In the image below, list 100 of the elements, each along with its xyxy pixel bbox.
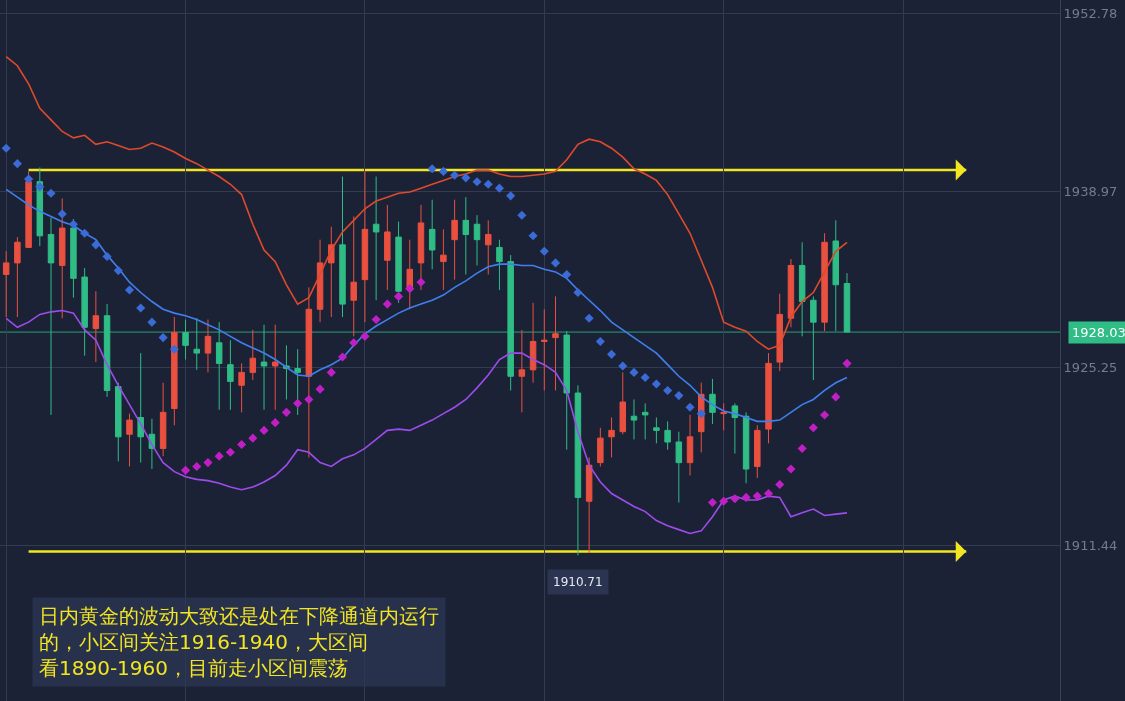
point	[169, 344, 179, 354]
point	[618, 361, 628, 371]
ref-line-label: 1928.03	[1072, 325, 1125, 340]
point	[550, 258, 561, 268]
y-tick-label: 1952.78	[1063, 5, 1118, 21]
candlestick	[754, 424, 761, 479]
point	[450, 170, 460, 180]
point	[203, 458, 213, 468]
point	[730, 494, 740, 504]
point	[80, 228, 90, 238]
point	[595, 336, 605, 347]
point	[707, 498, 718, 508]
point	[405, 284, 415, 294]
point	[237, 440, 247, 450]
point	[158, 333, 168, 343]
point	[607, 349, 617, 359]
point	[326, 367, 336, 377]
point	[113, 266, 123, 276]
point	[719, 496, 729, 506]
candlestick	[675, 431, 683, 504]
y-tick-label: 1911.44	[1063, 538, 1118, 554]
point	[248, 433, 258, 443]
candlestick	[137, 352, 144, 464]
point	[808, 423, 818, 433]
point	[293, 398, 303, 408]
point	[349, 338, 359, 348]
annotation: 日内黄金的波动大致还是处在下降通道内运行的，小区间关注1916-1940，大区间看1890-1960，目前走小区间震荡	[39, 604, 439, 680]
point	[472, 177, 482, 187]
annotation: 1910.71	[553, 575, 603, 589]
candlestick	[92, 290, 100, 363]
point	[24, 174, 34, 184]
point	[337, 352, 348, 362]
point	[192, 461, 202, 472]
candlestick	[776, 293, 783, 372]
candlestick	[70, 218, 77, 299]
candlestick	[529, 302, 537, 384]
candlestick	[350, 215, 357, 337]
candlestick	[204, 319, 212, 373]
point	[517, 210, 527, 220]
candlestick	[574, 384, 582, 556]
candlestick	[821, 232, 828, 332]
candlestick	[428, 199, 436, 270]
candlestick	[731, 402, 739, 455]
point	[1, 143, 11, 153]
point	[270, 418, 280, 428]
point	[136, 303, 146, 313]
candlestick	[372, 176, 380, 301]
point	[147, 317, 157, 327]
point	[640, 373, 650, 383]
candlestick	[552, 295, 559, 391]
candlestick	[653, 417, 660, 444]
point	[225, 447, 235, 457]
point	[371, 315, 381, 325]
candlestick	[395, 221, 402, 304]
point	[259, 425, 269, 435]
point	[461, 173, 471, 183]
point	[315, 384, 325, 394]
point	[685, 402, 695, 412]
point	[124, 285, 135, 295]
candlestick	[541, 308, 548, 391]
candlestick	[227, 339, 234, 411]
point	[438, 166, 448, 176]
point	[741, 492, 751, 502]
candlestick	[384, 204, 391, 291]
point	[382, 299, 392, 309]
candlestick	[597, 427, 604, 467]
candlestick	[171, 316, 178, 426]
point	[360, 331, 370, 341]
point	[12, 159, 22, 169]
point	[674, 391, 684, 401]
candlestick	[339, 176, 346, 318]
candlestick	[159, 382, 167, 457]
candlestick	[440, 228, 447, 291]
point	[214, 451, 224, 461]
point	[752, 491, 762, 501]
point	[573, 287, 583, 298]
point	[763, 488, 774, 499]
point	[528, 231, 538, 241]
candlestick	[630, 398, 638, 440]
point	[483, 179, 493, 189]
point	[102, 251, 112, 261]
candlestick	[619, 371, 627, 435]
candlestick	[787, 258, 795, 328]
candlestick	[473, 214, 481, 266]
point	[842, 358, 852, 368]
point	[797, 443, 807, 453]
candlestick	[25, 170, 32, 248]
point	[775, 479, 785, 490]
point	[304, 394, 314, 405]
line-series	[5, 309, 848, 535]
line-series	[5, 55, 848, 351]
candlestick	[608, 417, 615, 458]
y-tick-label: 1938.97	[1063, 183, 1118, 199]
point	[180, 465, 191, 475]
candlestick	[305, 286, 313, 458]
candlestick	[686, 414, 694, 476]
point	[663, 385, 673, 395]
point	[786, 464, 796, 474]
point	[831, 392, 841, 402]
point	[629, 367, 639, 377]
